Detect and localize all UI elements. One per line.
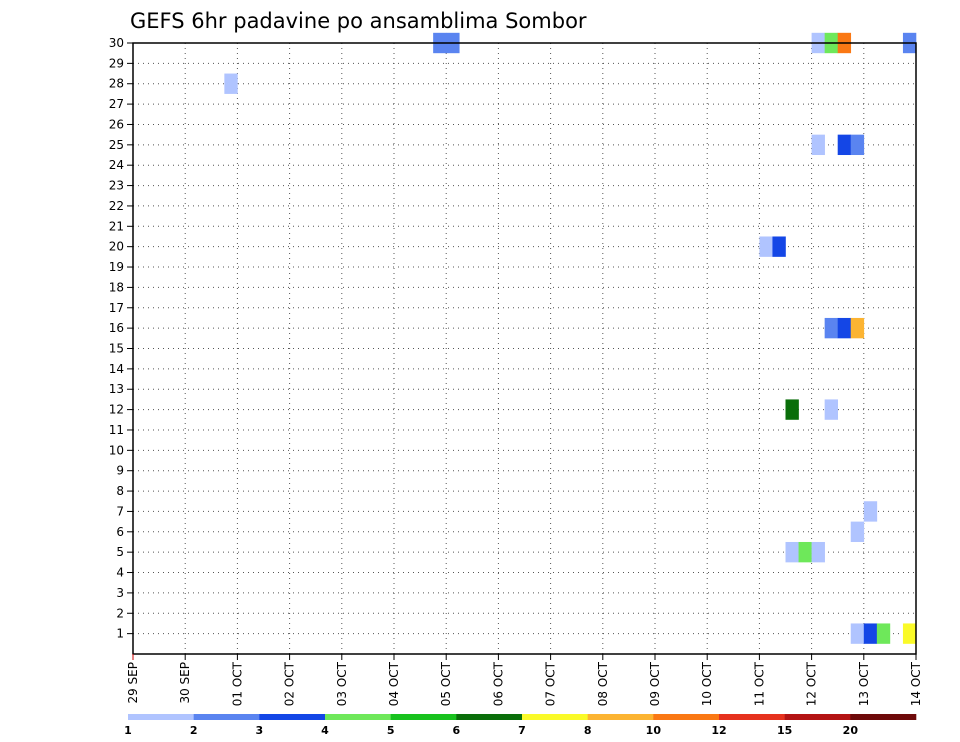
y-tick-label: 23 — [109, 179, 124, 193]
precip-cell — [811, 541, 825, 563]
legend-swatch — [193, 714, 260, 720]
legend-label: 2 — [190, 724, 198, 737]
y-tick-label: 17 — [109, 301, 124, 315]
y-tick-label: 29 — [109, 56, 124, 70]
y-tick-label: 5 — [116, 545, 124, 559]
y-tick-label: 15 — [109, 342, 124, 356]
y-tick-label: 3 — [116, 586, 124, 600]
chart-title: GEFS 6hr padavine po ansamblima Sombor — [130, 9, 587, 33]
y-tick-label: 19 — [109, 260, 124, 274]
y-tick-label: 2 — [116, 606, 124, 620]
legend-label: 8 — [584, 724, 592, 737]
y-tick-label: 7 — [116, 504, 124, 518]
precip-cell — [850, 623, 865, 644]
x-tick-label: 14 OCT — [909, 661, 923, 706]
y-axis: 1234567891011121314151617181920212223242… — [109, 36, 133, 641]
y-tick-label: 22 — [109, 199, 124, 213]
x-tick-label: 03 OCT — [335, 661, 349, 706]
precip-cell — [850, 521, 865, 542]
legend-swatch — [259, 714, 326, 720]
legend-swatch — [325, 714, 391, 720]
x-tick-label: 08 OCT — [596, 661, 610, 706]
y-tick-label: 10 — [109, 443, 124, 457]
x-tick-label: 11 OCT — [752, 661, 766, 706]
legend-swatch — [653, 714, 720, 720]
precip-cell — [785, 399, 799, 420]
grid — [133, 43, 916, 654]
y-tick-label: 21 — [109, 219, 124, 233]
x-tick-label: 09 OCT — [648, 661, 662, 706]
legend-label: 10 — [646, 724, 662, 737]
precip-cell — [837, 134, 852, 156]
x-tick-label: 13 OCT — [857, 661, 871, 706]
legend-label: 5 — [387, 724, 395, 737]
y-tick-label: 16 — [109, 321, 124, 335]
precip-cell — [798, 541, 812, 563]
legend-label: 3 — [256, 724, 264, 737]
precip-cell — [824, 317, 838, 339]
y-tick-label: 4 — [116, 566, 124, 580]
y-tick-label: 12 — [109, 403, 124, 417]
x-tick-label: 07 OCT — [544, 661, 558, 706]
x-tick-label: 01 OCT — [230, 661, 244, 706]
y-tick-label: 1 — [116, 627, 124, 641]
y-tick-label: 25 — [109, 138, 124, 152]
legend-label: 7 — [518, 724, 526, 737]
legend-label: 12 — [711, 724, 726, 737]
legend-swatch — [522, 714, 588, 720]
y-tick-label: 24 — [109, 158, 124, 172]
y-tick-label: 13 — [109, 382, 124, 396]
x-tick-label: 30 SEP — [178, 662, 192, 704]
precip-cell — [759, 236, 773, 257]
x-tick-label: 10 OCT — [700, 661, 714, 706]
x-axis: 29 SEP 30 SEP 01 OCT 02 OCT 03 OCT 04 OCT 05 O… — [126, 654, 923, 706]
y-tick-label: 9 — [116, 464, 124, 478]
precip-cell — [850, 317, 865, 339]
y-tick-label: 18 — [109, 280, 124, 294]
precip-cell — [811, 134, 825, 156]
legend-label: 20 — [843, 724, 859, 737]
precip-cell — [824, 399, 838, 420]
precip-cell — [224, 73, 238, 94]
legend-label: 1 — [124, 724, 132, 737]
y-tick-label: 27 — [109, 97, 124, 111]
precip-cell — [837, 317, 852, 339]
precip-cell — [785, 541, 799, 563]
legend-swatch — [128, 714, 194, 720]
precip-cell — [772, 236, 786, 257]
color-legend: 1 2 3 4 5 6 7 8 10 12 15 20 — [124, 714, 917, 737]
y-tick-label: 6 — [116, 525, 124, 539]
legend-swatch — [587, 714, 654, 720]
y-tick-label: 14 — [109, 362, 124, 376]
x-tick-label: 05 OCT — [439, 661, 453, 706]
x-tick-label: 06 OCT — [491, 661, 505, 706]
y-tick-label: 20 — [109, 240, 124, 254]
precip-cell — [876, 623, 891, 644]
precip-cell — [863, 501, 878, 522]
legend-swatch — [784, 714, 851, 720]
x-tick-label: 29 SEP — [126, 662, 140, 704]
precip-cell — [863, 623, 878, 644]
y-tick-label: 8 — [116, 484, 124, 498]
x-tick-label: 02 OCT — [283, 661, 297, 706]
legend-label: 4 — [321, 724, 329, 737]
precip-cell — [850, 134, 865, 156]
legend-swatch — [456, 714, 523, 720]
y-tick-label: 28 — [109, 77, 124, 91]
x-tick-label: 12 OCT — [805, 661, 819, 706]
legend-swatch — [850, 714, 917, 720]
y-tick-label: 26 — [109, 117, 124, 131]
precip-cell — [902, 623, 917, 644]
x-tick-label: 04 OCT — [387, 661, 401, 706]
legend-label: 6 — [453, 724, 461, 737]
y-tick-label: 30 — [109, 36, 124, 50]
legend-swatch — [390, 714, 457, 720]
legend-swatch — [719, 714, 785, 720]
legend-label: 15 — [777, 724, 792, 737]
y-tick-label: 11 — [109, 423, 124, 437]
